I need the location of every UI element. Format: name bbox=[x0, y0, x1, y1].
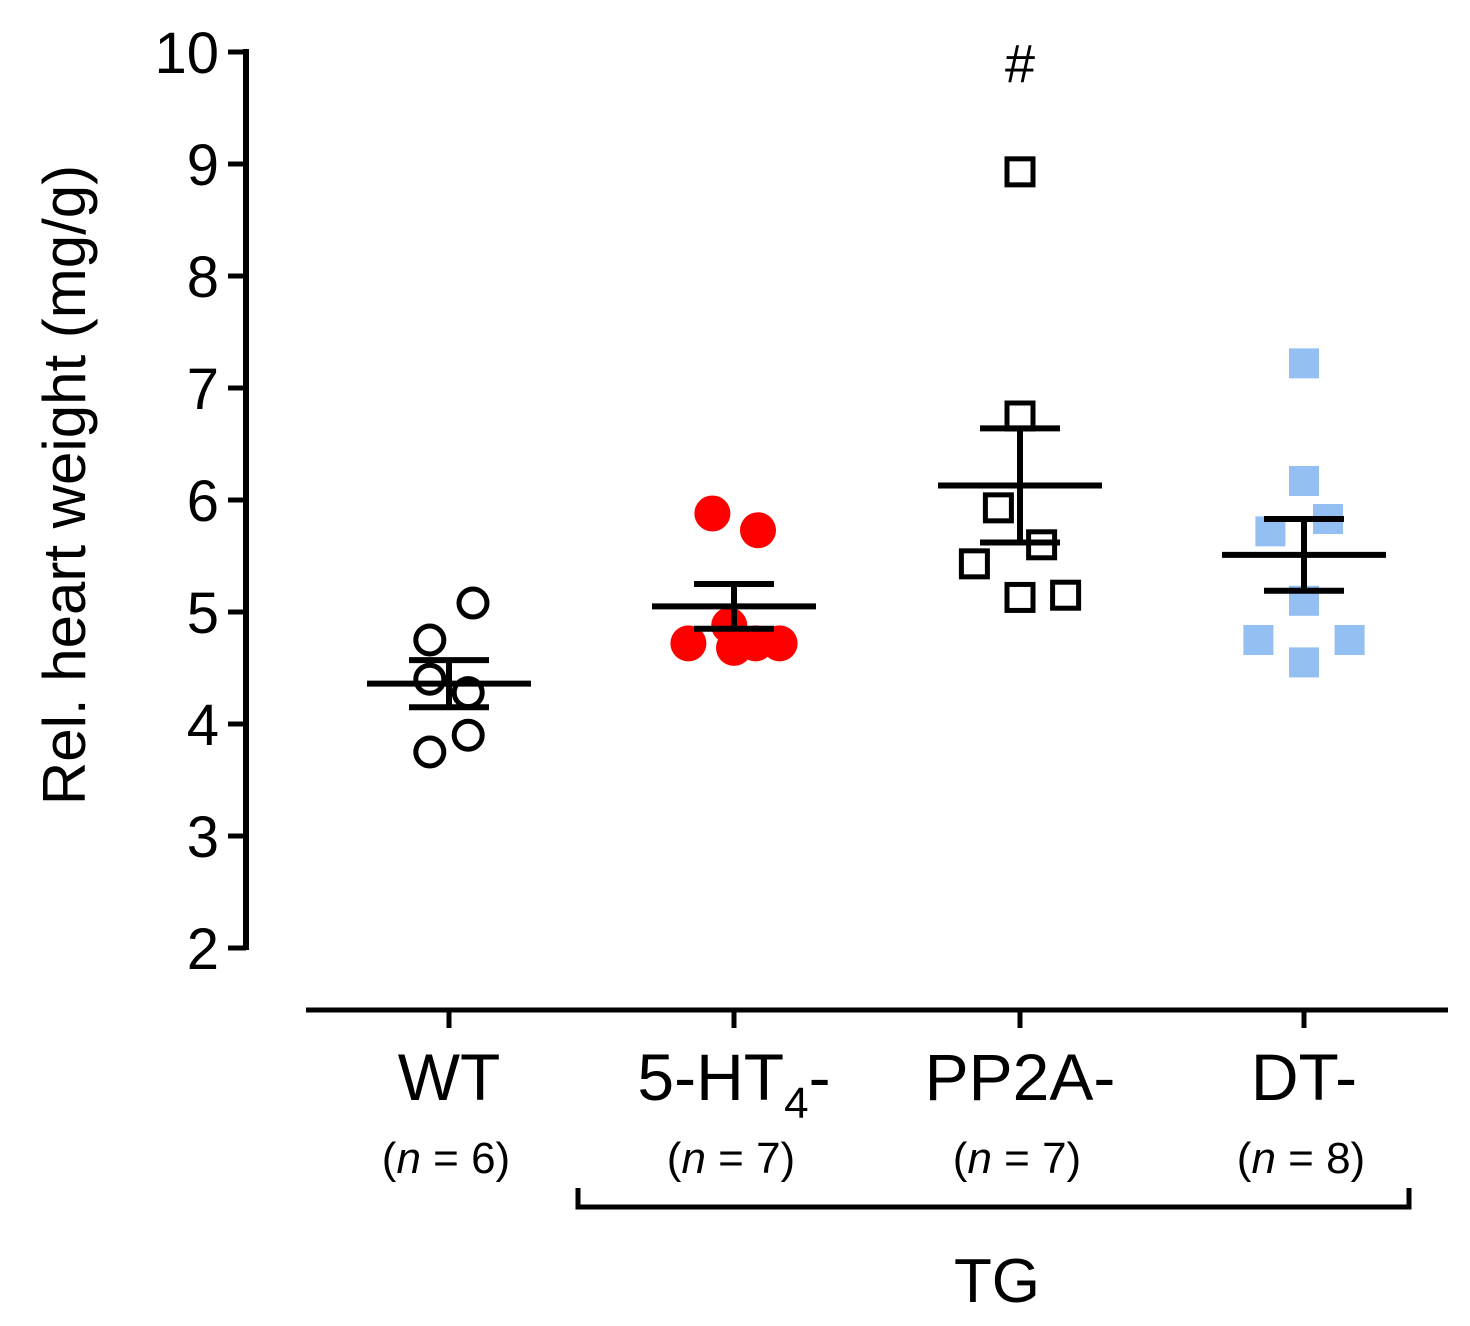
data-point-1-0 bbox=[694, 495, 731, 532]
n-label-n: n bbox=[967, 1134, 991, 1183]
y-tick-label-5: 5 bbox=[187, 581, 219, 646]
y-tick-label-10: 10 bbox=[154, 21, 219, 86]
series-3 bbox=[1222, 348, 1386, 678]
data-point-1-3 bbox=[670, 625, 707, 662]
y-axis-label: Rel. heart weight (mg/g) bbox=[31, 165, 98, 805]
series-2: # bbox=[938, 34, 1102, 613]
data-point-1-6 bbox=[761, 625, 798, 662]
category-label-subscript: 4 bbox=[784, 1079, 808, 1128]
data-point-2-4 bbox=[958, 548, 990, 580]
n-label-0: (n = 6) bbox=[382, 1134, 510, 1183]
y-axis-ticks: 2 3 4 5 6 7 8 9 10 bbox=[154, 21, 246, 982]
n-label-n: n bbox=[396, 1134, 420, 1183]
tg-label: TG bbox=[954, 1247, 1040, 1316]
data-point-3-1 bbox=[1289, 465, 1319, 496]
data-point-3-5 bbox=[1243, 625, 1274, 655]
n-label-3: (n = 8) bbox=[1237, 1134, 1365, 1183]
y-tick-label-7: 7 bbox=[187, 357, 219, 422]
data-point-0-2 bbox=[413, 662, 447, 696]
data-point-3-7 bbox=[1289, 647, 1319, 678]
data-point-0-5 bbox=[413, 735, 447, 769]
data-point-3-0 bbox=[1289, 348, 1319, 379]
n-label-open: ( bbox=[667, 1134, 682, 1183]
data-point-2-2 bbox=[982, 492, 1014, 524]
y-tick-label-3: 3 bbox=[187, 805, 219, 870]
category-label-0: WT bbox=[398, 1040, 501, 1114]
series-0 bbox=[367, 586, 531, 769]
y-tick-label-4: 4 bbox=[187, 693, 219, 758]
n-label-2: (n = 7) bbox=[953, 1134, 1081, 1183]
x-axis-labels: WT(n = 6)5-HT4-(n = 7)PP2A-(n = 7)DT-(n … bbox=[382, 1040, 1365, 1183]
n-label-rest: = 7) bbox=[992, 1134, 1081, 1183]
y-tick-label-2: 2 bbox=[187, 917, 219, 982]
category-label-suffix: - bbox=[809, 1040, 831, 1114]
category-label-main: WT bbox=[398, 1040, 501, 1114]
n-label-open: ( bbox=[953, 1134, 968, 1183]
n-label-open: ( bbox=[1237, 1134, 1252, 1183]
n-label-rest: = 6) bbox=[421, 1134, 510, 1183]
category-label-main: PP2A- bbox=[925, 1040, 1116, 1114]
category-label-1: 5-HT4- bbox=[637, 1040, 830, 1128]
n-label-rest: = 8) bbox=[1276, 1134, 1365, 1183]
data-point-2-5 bbox=[1004, 581, 1036, 613]
plot-area: # bbox=[367, 34, 1386, 769]
n-label-1: (n = 7) bbox=[667, 1134, 795, 1183]
data-point-1-1 bbox=[740, 512, 776, 549]
y-tick-label-9: 9 bbox=[187, 133, 219, 198]
n-label-n: n bbox=[681, 1134, 705, 1183]
x-axis-ticks bbox=[446, 1010, 1307, 1028]
category-label-main: DT- bbox=[1251, 1040, 1357, 1114]
data-point-0-4 bbox=[451, 718, 485, 752]
tg-bracket: TG bbox=[575, 1188, 1412, 1316]
data-point-3-6 bbox=[1334, 625, 1365, 655]
category-label-main: 5-HT bbox=[637, 1040, 784, 1114]
category-label-2: PP2A- bbox=[925, 1040, 1116, 1114]
category-label-3: DT- bbox=[1251, 1040, 1357, 1114]
n-label-n: n bbox=[1251, 1134, 1275, 1183]
data-point-0-1 bbox=[413, 623, 447, 657]
tg-bracket-line bbox=[575, 1188, 1412, 1210]
series-1 bbox=[652, 495, 816, 666]
data-point-2-6 bbox=[1050, 579, 1082, 611]
data-point-0-0 bbox=[456, 586, 490, 620]
data-point-2-0 bbox=[1004, 156, 1036, 188]
y-tick-label-6: 6 bbox=[187, 469, 219, 534]
y-tick-label-8: 8 bbox=[187, 245, 219, 310]
n-label-rest: = 7) bbox=[706, 1134, 795, 1183]
data-point-2-1 bbox=[1004, 400, 1036, 432]
n-label-open: ( bbox=[382, 1134, 397, 1183]
significance-marker: # bbox=[1005, 34, 1035, 94]
